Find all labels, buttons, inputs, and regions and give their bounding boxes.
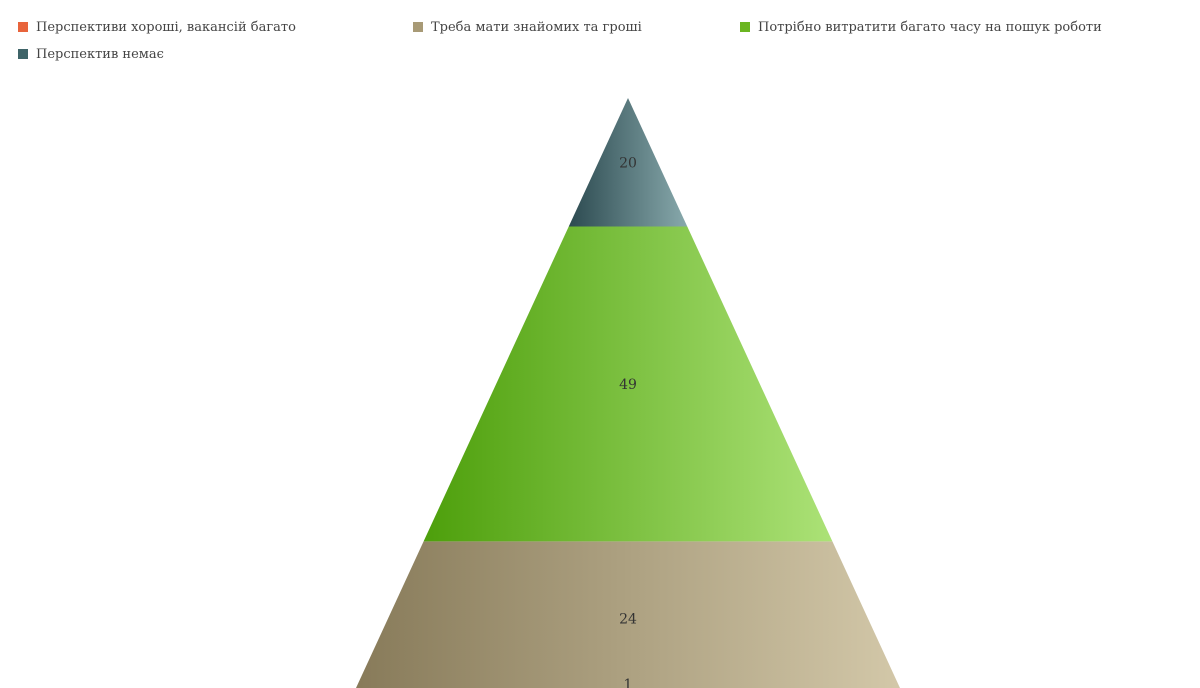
legend-item-no-prospects[interactable]: Перспектив немає <box>18 47 164 63</box>
data-label: 24 <box>619 611 637 627</box>
legend-item-connections-money[interactable]: Треба мати знайомих та гроші <box>413 20 642 36</box>
segment-connections-money[interactable] <box>353 541 904 688</box>
legend-item-time-searching[interactable]: Потрібно витратити багато часу на пошук … <box>740 20 1102 36</box>
legend-swatch-icon <box>740 22 750 32</box>
legend-swatch-icon <box>18 22 28 32</box>
chart-legend: Перспективи хороші, вакансій багато Треб… <box>0 0 1200 80</box>
data-label: 1 <box>624 677 633 688</box>
legend-label: Перспектив немає <box>36 47 164 62</box>
data-label: 20 <box>619 155 637 171</box>
legend-swatch-icon <box>413 22 423 32</box>
segment-no-prospects[interactable] <box>568 98 688 227</box>
legend-swatch-icon <box>18 49 28 59</box>
legend-label: Треба мати знайомих та гроші <box>431 20 642 35</box>
legend-label: Потрібно витратити багато часу на пошук … <box>758 20 1102 35</box>
segment-time-searching[interactable] <box>423 226 833 542</box>
data-label: 49 <box>619 377 637 393</box>
legend-label: Перспективи хороші, вакансій багато <box>36 20 296 35</box>
legend-item-good-prospects[interactable]: Перспективи хороші, вакансій багато <box>18 20 296 36</box>
